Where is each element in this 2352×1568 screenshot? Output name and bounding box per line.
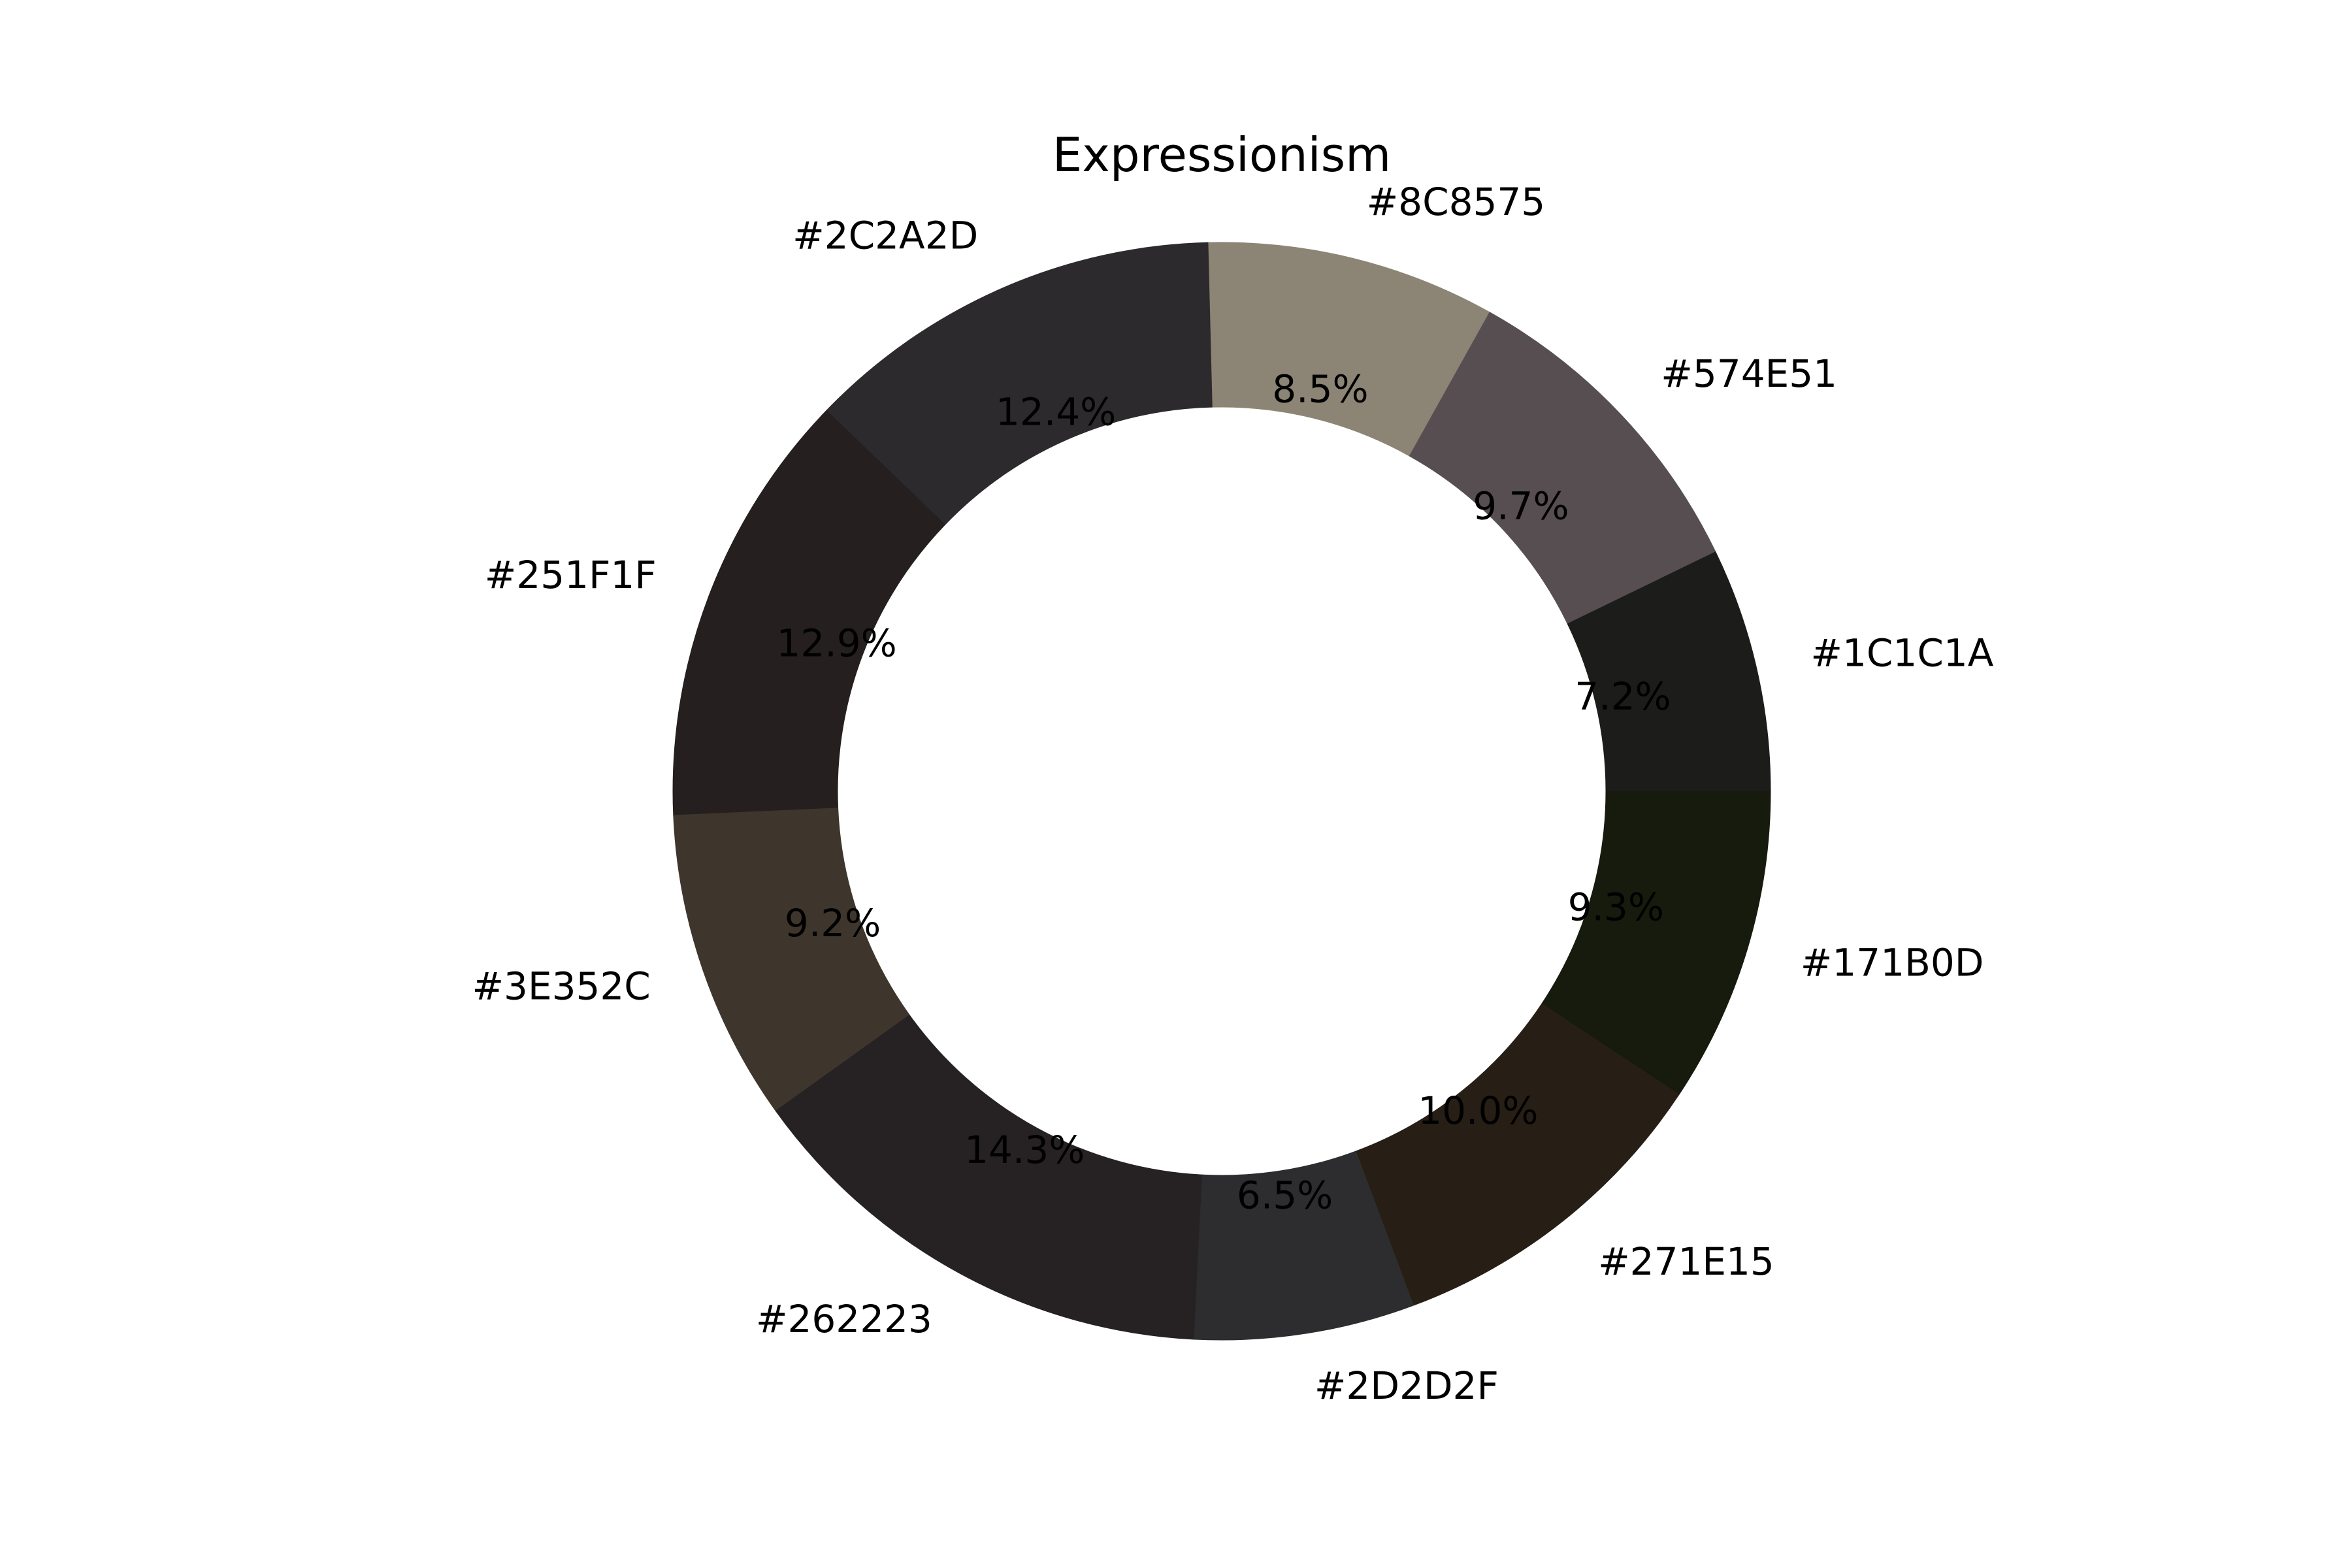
slice-262223 [775,1014,1203,1340]
slice-percent-label: 9.2% [785,901,881,945]
slice-percent-label: 8.5% [1272,367,1368,411]
slice-label: #251F1F [485,553,657,597]
slice-2c2a2d [826,242,1213,525]
slice-label: #171B0D [1801,941,1984,985]
slice-percent-label: 12.4% [996,390,1116,434]
slice-percent-label: 9.7% [1473,483,1569,528]
slice-percent-label: 6.5% [1237,1173,1333,1218]
slice-171b0d [1541,791,1771,1095]
chart-title: Expressionism [1053,127,1391,182]
slice-label: #2D2D2F [1315,1364,1499,1408]
slice-percent-label: 14.3% [964,1128,1085,1172]
slice-251f1f [672,410,946,816]
slice-label: #3E352C [472,964,650,1008]
slice-label: #574E51 [1661,351,1837,396]
slice-label: #271E15 [1598,1239,1774,1284]
slice-percent-label: 10.0% [1418,1088,1538,1133]
slice-label: #262223 [756,1297,932,1341]
slice-percent-label: 9.3% [1568,885,1664,930]
slice-percent-label: 7.2% [1575,674,1671,719]
slice-label: #8C8575 [1367,180,1546,224]
slice-label: #1C1C1A [1810,631,1993,676]
slice-label: #2C2A2D [792,214,978,258]
slices-group [672,242,1771,1341]
slice-574e51 [1408,311,1716,624]
slice-percent-label: 12.9% [777,621,897,665]
labels-group: #1C1C1A 7.2% #574E51 9.7% #8C8575 8.5% #2C2A2D… [472,180,1993,1408]
